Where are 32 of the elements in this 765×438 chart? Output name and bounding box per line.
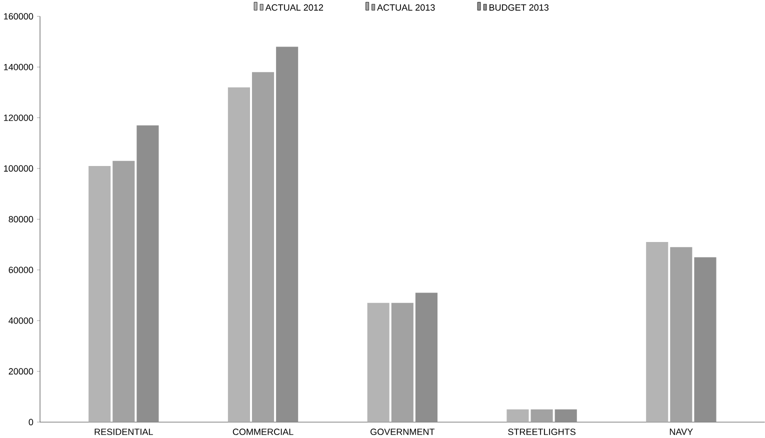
x-tick-label: STREETLIGHTS — [508, 428, 576, 435]
y-tick-label: 140000 — [4, 64, 34, 70]
bar — [136, 125, 159, 422]
x-tick-label: COMMERCIAL — [232, 428, 294, 435]
bar — [228, 87, 250, 422]
legend-label: BUDGET 2013 — [489, 4, 549, 11]
bar — [112, 160, 135, 422]
x-tick-label: NAVY — [670, 428, 693, 435]
y-tick-label: 80000 — [8, 216, 34, 222]
bar — [694, 257, 716, 422]
bar — [554, 409, 577, 422]
y-tick-label: 60000 — [8, 266, 34, 273]
bar — [670, 246, 692, 422]
y-tick-label: 100000 — [4, 165, 34, 172]
bar — [276, 46, 298, 422]
bar — [391, 302, 414, 422]
bar — [415, 292, 438, 422]
bar — [530, 409, 553, 422]
bar — [506, 409, 529, 422]
bar — [646, 242, 668, 422]
x-tick-label: RESIDENTIAL — [94, 428, 153, 435]
legend-label: ACTUAL 2013 — [377, 4, 435, 11]
bar — [252, 72, 274, 422]
x-tick-label: GOVERNMENT — [370, 428, 435, 435]
y-tick-label: 120000 — [4, 114, 34, 121]
y-tick-label: 40000 — [8, 317, 34, 324]
y-tick-label: 160000 — [4, 12, 34, 20]
y-tick-label: 0 — [28, 418, 34, 426]
legend-label: ACTUAL 2012 — [265, 4, 324, 11]
bar — [88, 166, 111, 422]
y-tick-label: 20000 — [8, 368, 34, 374]
bar — [367, 302, 390, 422]
